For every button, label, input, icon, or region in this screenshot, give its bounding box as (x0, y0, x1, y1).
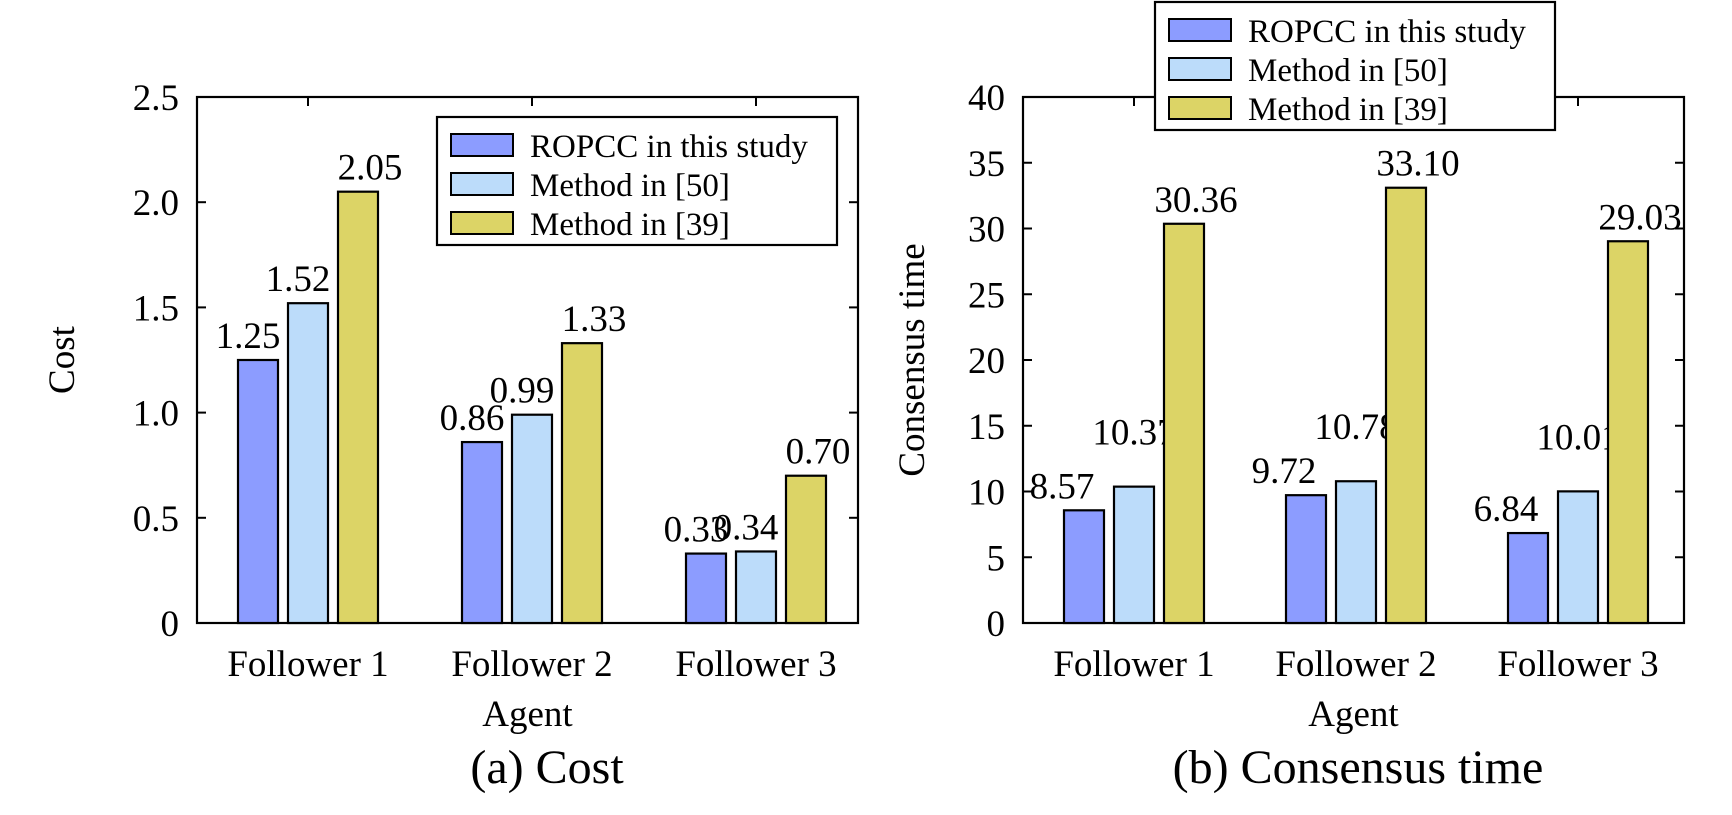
y-tick-label: 35 (968, 144, 1005, 185)
bar (1606, 240, 1650, 625)
y-tick-label: 1.5 (133, 288, 179, 329)
data-label: 1.52 (266, 259, 331, 300)
data-label: 0.70 (786, 432, 851, 473)
x-tick-label: Follower 1 (1053, 644, 1214, 685)
data-label: 6.84 (1474, 489, 1539, 530)
bar (336, 190, 380, 625)
legend-entry: Method in [39] (1248, 92, 1448, 128)
x-tick-label: Follower 3 (1497, 644, 1658, 685)
bar (1556, 490, 1600, 625)
y-tick-label: 15 (968, 407, 1005, 448)
bar (1112, 485, 1156, 625)
legend-entry: Method in [50] (530, 168, 730, 204)
data-label: 30.36 (1154, 180, 1237, 221)
bar (1506, 531, 1550, 625)
legend-entry: ROPCC in this study (1248, 14, 1526, 50)
legend-swatch (1168, 96, 1232, 120)
chart-panel-consensus-time: 0 5 10 15 20 25 30 35 40 Consensus time Follower 1… (892, 0, 1686, 794)
legend-swatch (450, 172, 514, 196)
bar (560, 342, 604, 625)
bar (236, 358, 280, 625)
legend-swatch (450, 211, 514, 235)
bar (460, 440, 504, 625)
bar (286, 302, 330, 625)
bar (1162, 222, 1206, 625)
y-tick-label: 0.5 (133, 499, 179, 540)
data-label: 0.33 (664, 510, 729, 551)
y-tick-label: 25 (968, 275, 1005, 316)
bar (684, 552, 728, 625)
y-tick-label: 30 (968, 210, 1005, 251)
legend-swatch (1168, 18, 1232, 42)
y-tick-label: 2.5 (133, 78, 179, 119)
y-tick-label: 2.0 (133, 183, 179, 224)
y-tick-label: 10 (968, 473, 1005, 514)
data-label: 0.34 (714, 507, 779, 548)
legend-entry: ROPCC in this study (530, 129, 808, 165)
legend-entry: Method in [50] (1248, 53, 1448, 89)
data-label: 2.05 (338, 148, 403, 189)
data-label: 29.03 (1598, 197, 1681, 238)
data-label: 10.01 (1536, 417, 1619, 458)
y-tick-label: 20 (968, 341, 1005, 382)
y-tick-label: 0 (987, 604, 1006, 645)
bar (510, 413, 554, 625)
figure-caption: (b) Consensus time (1173, 741, 1544, 794)
data-label: 8.57 (1030, 466, 1095, 507)
y-tick-label: 40 (968, 78, 1005, 119)
bar (734, 550, 778, 625)
data-label: 1.25 (216, 316, 281, 357)
legend-swatch (450, 133, 514, 157)
x-tick-label: Follower 2 (1275, 644, 1436, 685)
x-axis-label: Agent (1308, 694, 1399, 735)
data-label: 10.37 (1092, 413, 1175, 454)
legend-swatch (1168, 57, 1232, 81)
bar (784, 474, 828, 625)
y-tick-label: 0 (161, 604, 180, 645)
figure-caption: (a) Cost (470, 741, 624, 794)
x-tick-label: Follower 1 (227, 644, 388, 685)
y-axis-label: Cost (42, 325, 83, 394)
legend-entry: Method in [39] (530, 207, 730, 243)
y-tick-label: 5 (987, 538, 1006, 579)
y-axis-label: Consensus time (892, 243, 933, 476)
data-label: 10.78 (1314, 407, 1397, 448)
bar (1062, 509, 1106, 625)
x-tick-label: Follower 2 (451, 644, 612, 685)
bar (1334, 480, 1378, 625)
chart-panel-cost: 0 0.5 1.0 1.5 2.0 2.5 Cost Follower 1 1.25 1.52 2.… (42, 78, 860, 794)
y-tick-label: 1.0 (133, 394, 179, 435)
bar (1384, 186, 1428, 625)
data-label: 9.72 (1252, 451, 1317, 492)
data-label: 33.10 (1376, 144, 1459, 185)
x-axis-label: Agent (482, 694, 573, 735)
data-label: 1.33 (562, 299, 627, 340)
data-label: 0.99 (490, 371, 555, 412)
x-tick-label: Follower 3 (675, 644, 836, 685)
bar (1284, 494, 1328, 625)
data-label: 0.86 (440, 398, 505, 439)
